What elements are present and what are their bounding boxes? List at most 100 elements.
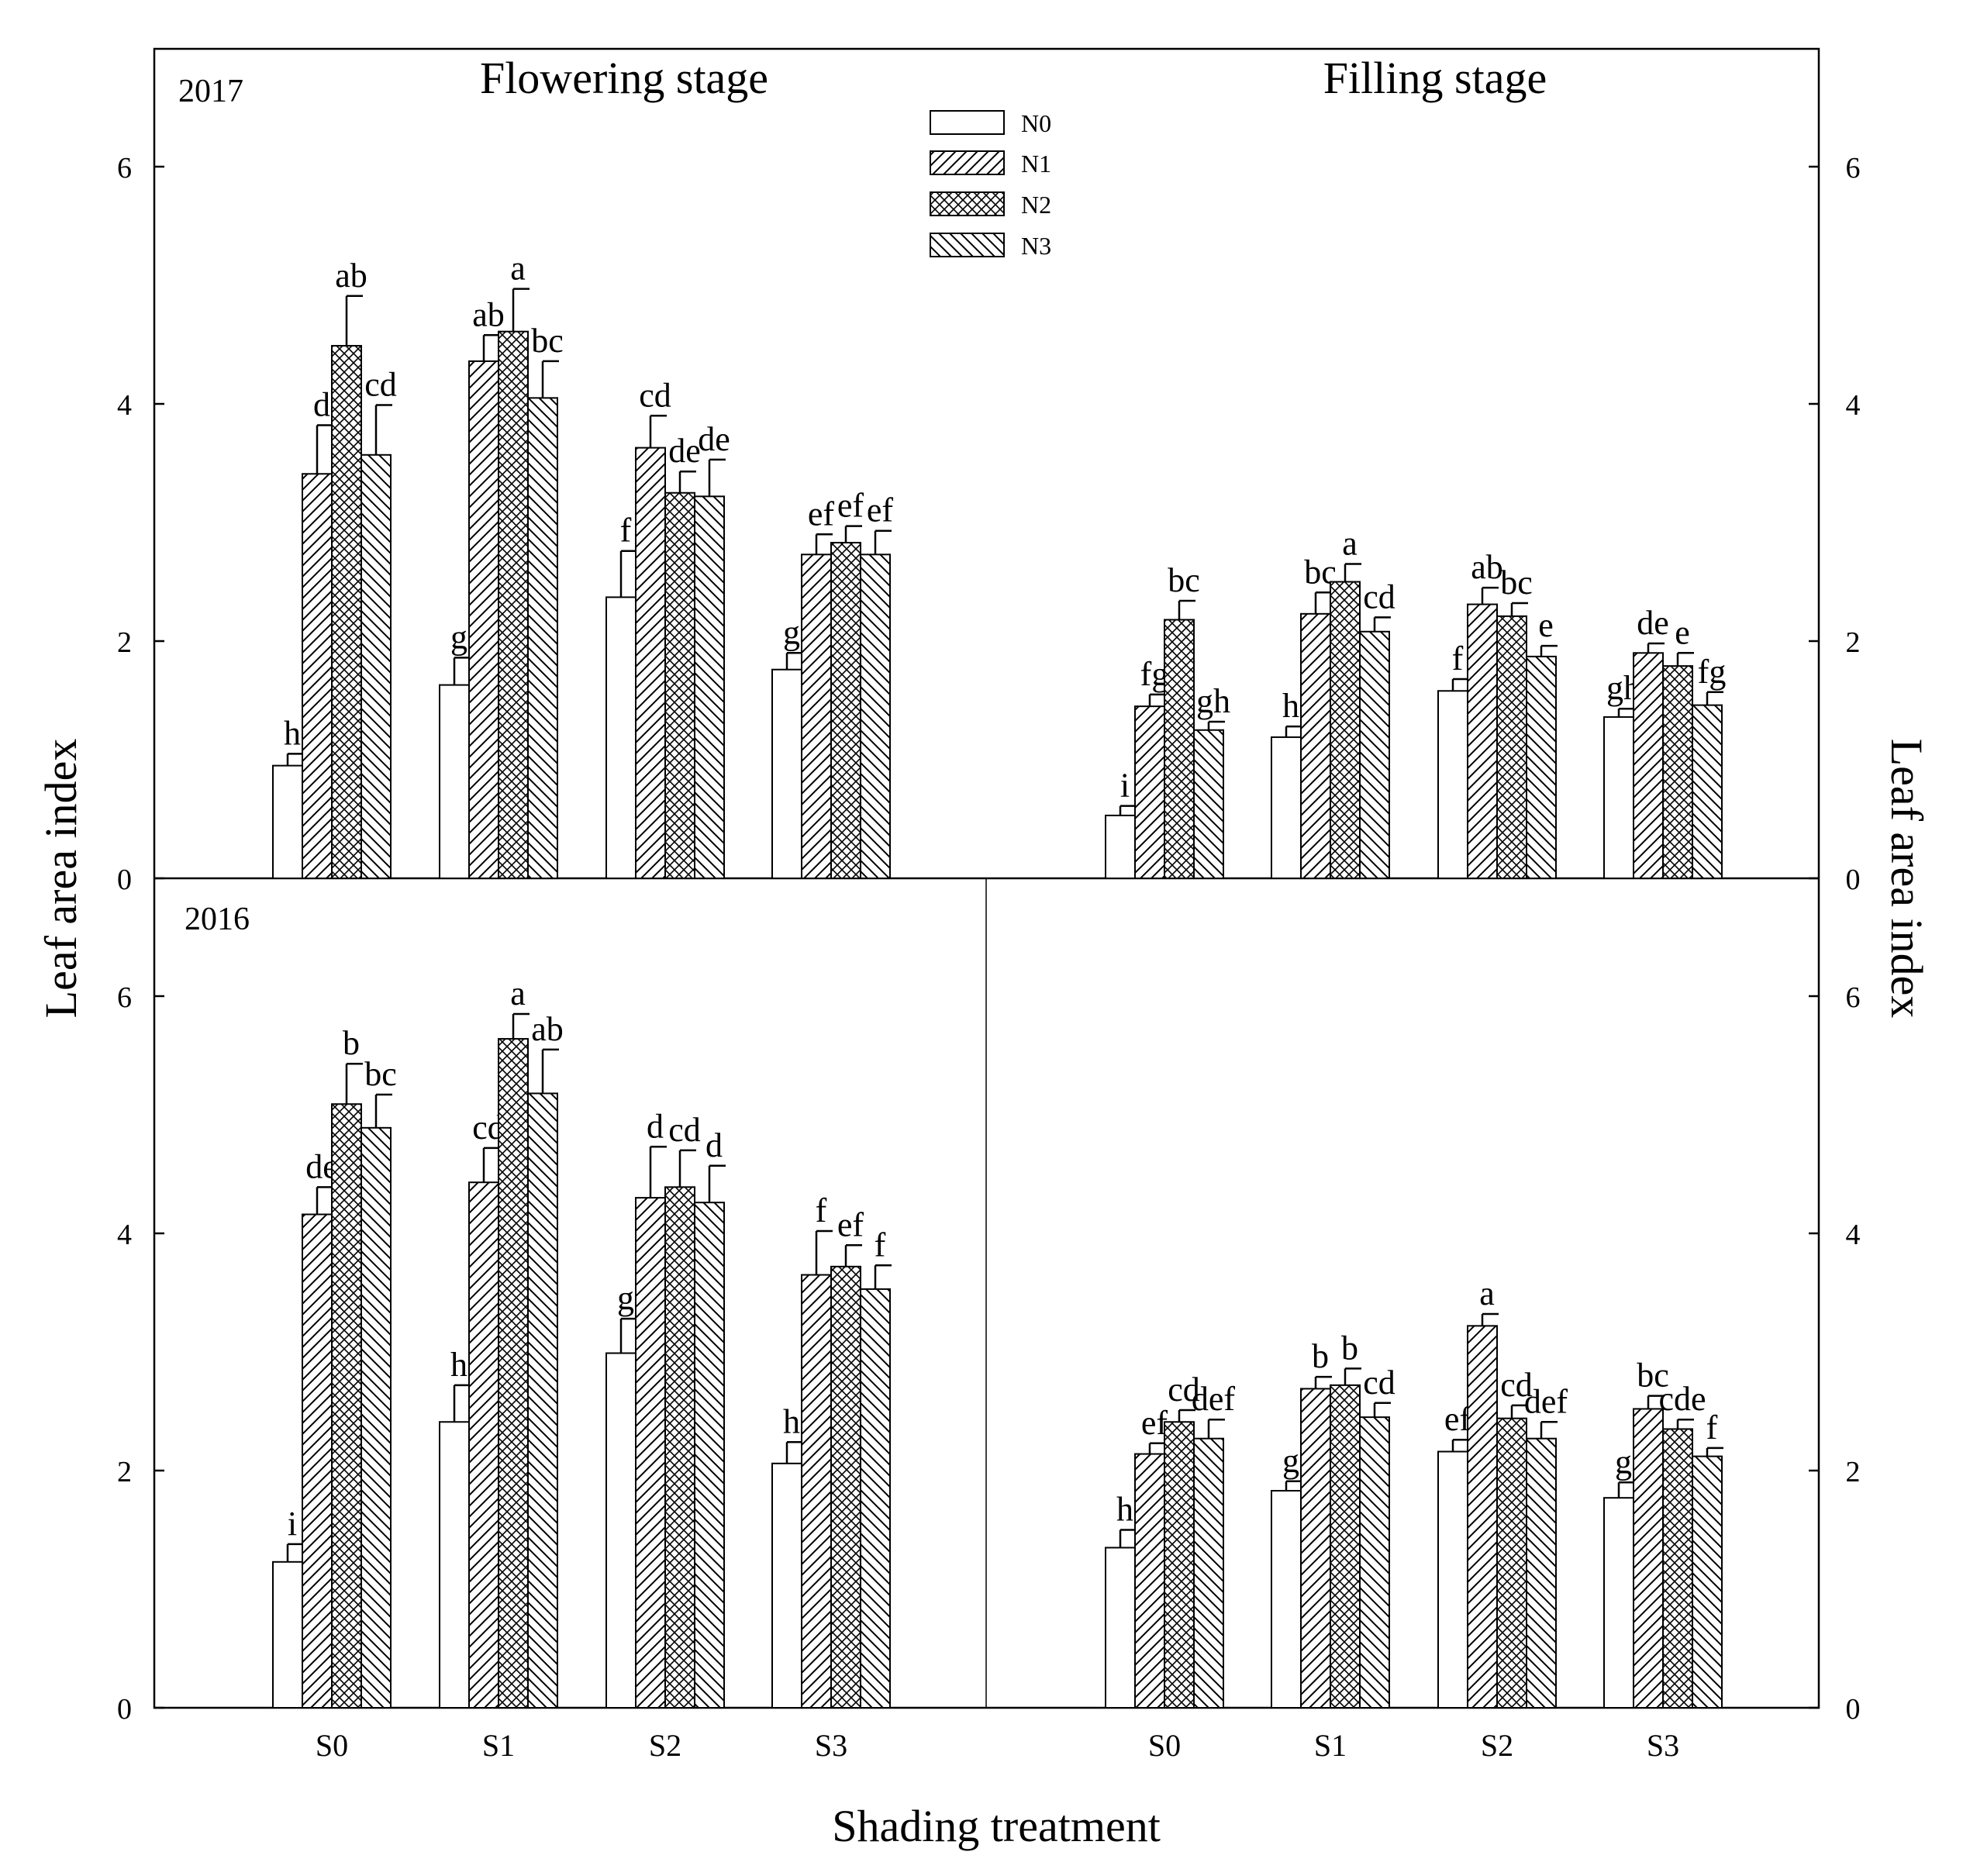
bar-n0-s3 [1603,1497,1634,1709]
bar-n1-s0 [302,473,333,879]
bar-n0-s2 [605,1352,637,1709]
bar-n3-s1 [527,1092,558,1709]
bar-n3-s3 [860,1288,891,1709]
bar-n2-s3 [830,1265,861,1709]
bar-n2-s2 [664,491,695,879]
y-tick-label-right: 2 [1846,626,1861,659]
bar-n0-s1 [1271,1490,1302,1709]
bar-n1-s1 [1300,612,1331,879]
x-tick-label: S1 [482,1728,515,1763]
bar-n2-s2 [1496,1417,1527,1709]
significance-letter: a [1479,1274,1495,1312]
bar-n0-s0 [272,1560,303,1709]
y-tick-label-left: 6 [117,152,132,184]
legend: N0 N1 N2 N3 [930,109,1051,260]
y-tick-label-left: 6 [117,981,132,1014]
bar-n0-s2 [1437,1450,1468,1709]
significance-letter: f [816,1191,827,1229]
bar-n3-s2 [694,495,725,880]
significance-letter: cd [668,1111,701,1149]
y-tick-label-right: 6 [1846,152,1861,184]
significance-letter: d [706,1126,723,1164]
bar-n1-s3 [801,553,832,879]
significance-letter: gh [1196,682,1230,720]
x-tick-label: S0 [316,1728,348,1763]
y-tick-label-left: 2 [117,1456,132,1488]
bar-n3-s2 [694,1202,725,1709]
significance-letter: de [698,420,730,458]
significance-letter: f [620,512,632,550]
bar-n3-s1 [1359,630,1390,879]
significance-letter: ab [335,257,367,295]
y-axis-label-left: Leaf area index [36,739,86,1019]
significance-letter: ef [1141,1404,1168,1442]
x-tick-label: S0 [1148,1728,1181,1763]
bar-n1-s3 [1633,1408,1664,1709]
significance-letter: h [1282,687,1299,725]
significance-letter: cd [364,366,397,404]
significance-letter: g [450,618,467,656]
bar-n3-s3 [860,553,891,879]
y-tick-label-right: 2 [1846,1456,1861,1488]
bar-n1-s1 [468,1181,499,1709]
significance-letter: ef [1444,1400,1471,1438]
significance-letter: i [288,1505,297,1543]
y-tick-label-right: 0 [1846,864,1861,896]
panel-title-filling: Filling stage [1323,53,1547,103]
significance-letter: i [1120,767,1130,805]
bar-n0-s0 [272,764,303,880]
bar-n0-s3 [771,1462,802,1709]
bar-n1-s3 [801,1274,832,1709]
bar-n3-s2 [1526,1437,1557,1709]
significance-letter: ef [867,491,894,529]
bar-n1-s2 [1467,1325,1498,1709]
bar-n3-s0 [361,453,392,879]
significance-letter: a [1342,525,1358,563]
y-tick-label-right: 0 [1846,1693,1861,1726]
bar-n0-s0 [1105,1547,1136,1709]
y-tick-label-right: 4 [1846,1219,1861,1251]
bar-n0-s1 [1271,736,1302,879]
bar-n1-s2 [635,1197,666,1709]
y-axis-label-right: Leaf area index [1882,739,1932,1019]
bar-n1-s0 [302,1213,333,1709]
bar-n3-s2 [1526,655,1557,879]
legend-label-n3: N3 [1021,232,1051,260]
significance-letter: h [284,714,301,752]
significance-letter: cde [1658,1380,1706,1418]
bar-n0-s3 [1603,716,1634,879]
bar-n2-s3 [1662,1428,1693,1709]
x-tick-label: S3 [1647,1728,1679,1763]
x-axis-label: Shading treatment [832,1801,1161,1851]
significance-letter: h [783,1402,800,1440]
bar-n2-s3 [830,542,861,879]
bar-n3-s0 [1193,1437,1224,1709]
significance-letter: g [1615,1443,1632,1481]
x-tick-label: S1 [1314,1728,1347,1763]
significance-letter: h [450,1346,467,1384]
significance-letter: ab [531,1010,564,1048]
bar-n2-s1 [498,1038,529,1709]
significance-letter: f [875,1226,886,1264]
significance-letter: d [313,386,330,424]
significance-letter: cd [1363,578,1395,616]
y-tick-label-right: 4 [1846,389,1861,422]
bar-n0-s1 [439,1421,470,1709]
bar-n2-s2 [664,1186,695,1709]
plot-frame [153,47,1820,1709]
significance-letter: cd [639,376,671,414]
significance-letter: de [1637,604,1669,642]
y-tick-label-left: 0 [117,864,132,896]
bar-n3-s3 [1692,1455,1723,1709]
bar-n0-s1 [439,684,470,879]
panel-title-flowering: Flowering stage [480,53,768,103]
significance-letter: g [783,613,800,651]
bar-n2-s1 [1330,1384,1361,1709]
significance-letter: fg [1698,653,1727,691]
x-tick-label: S2 [649,1728,681,1763]
significance-letter: e [1675,613,1690,651]
significance-letter: a [510,250,526,288]
legend-label-n2: N2 [1021,191,1051,219]
year-label-top: 2017 [178,74,243,109]
